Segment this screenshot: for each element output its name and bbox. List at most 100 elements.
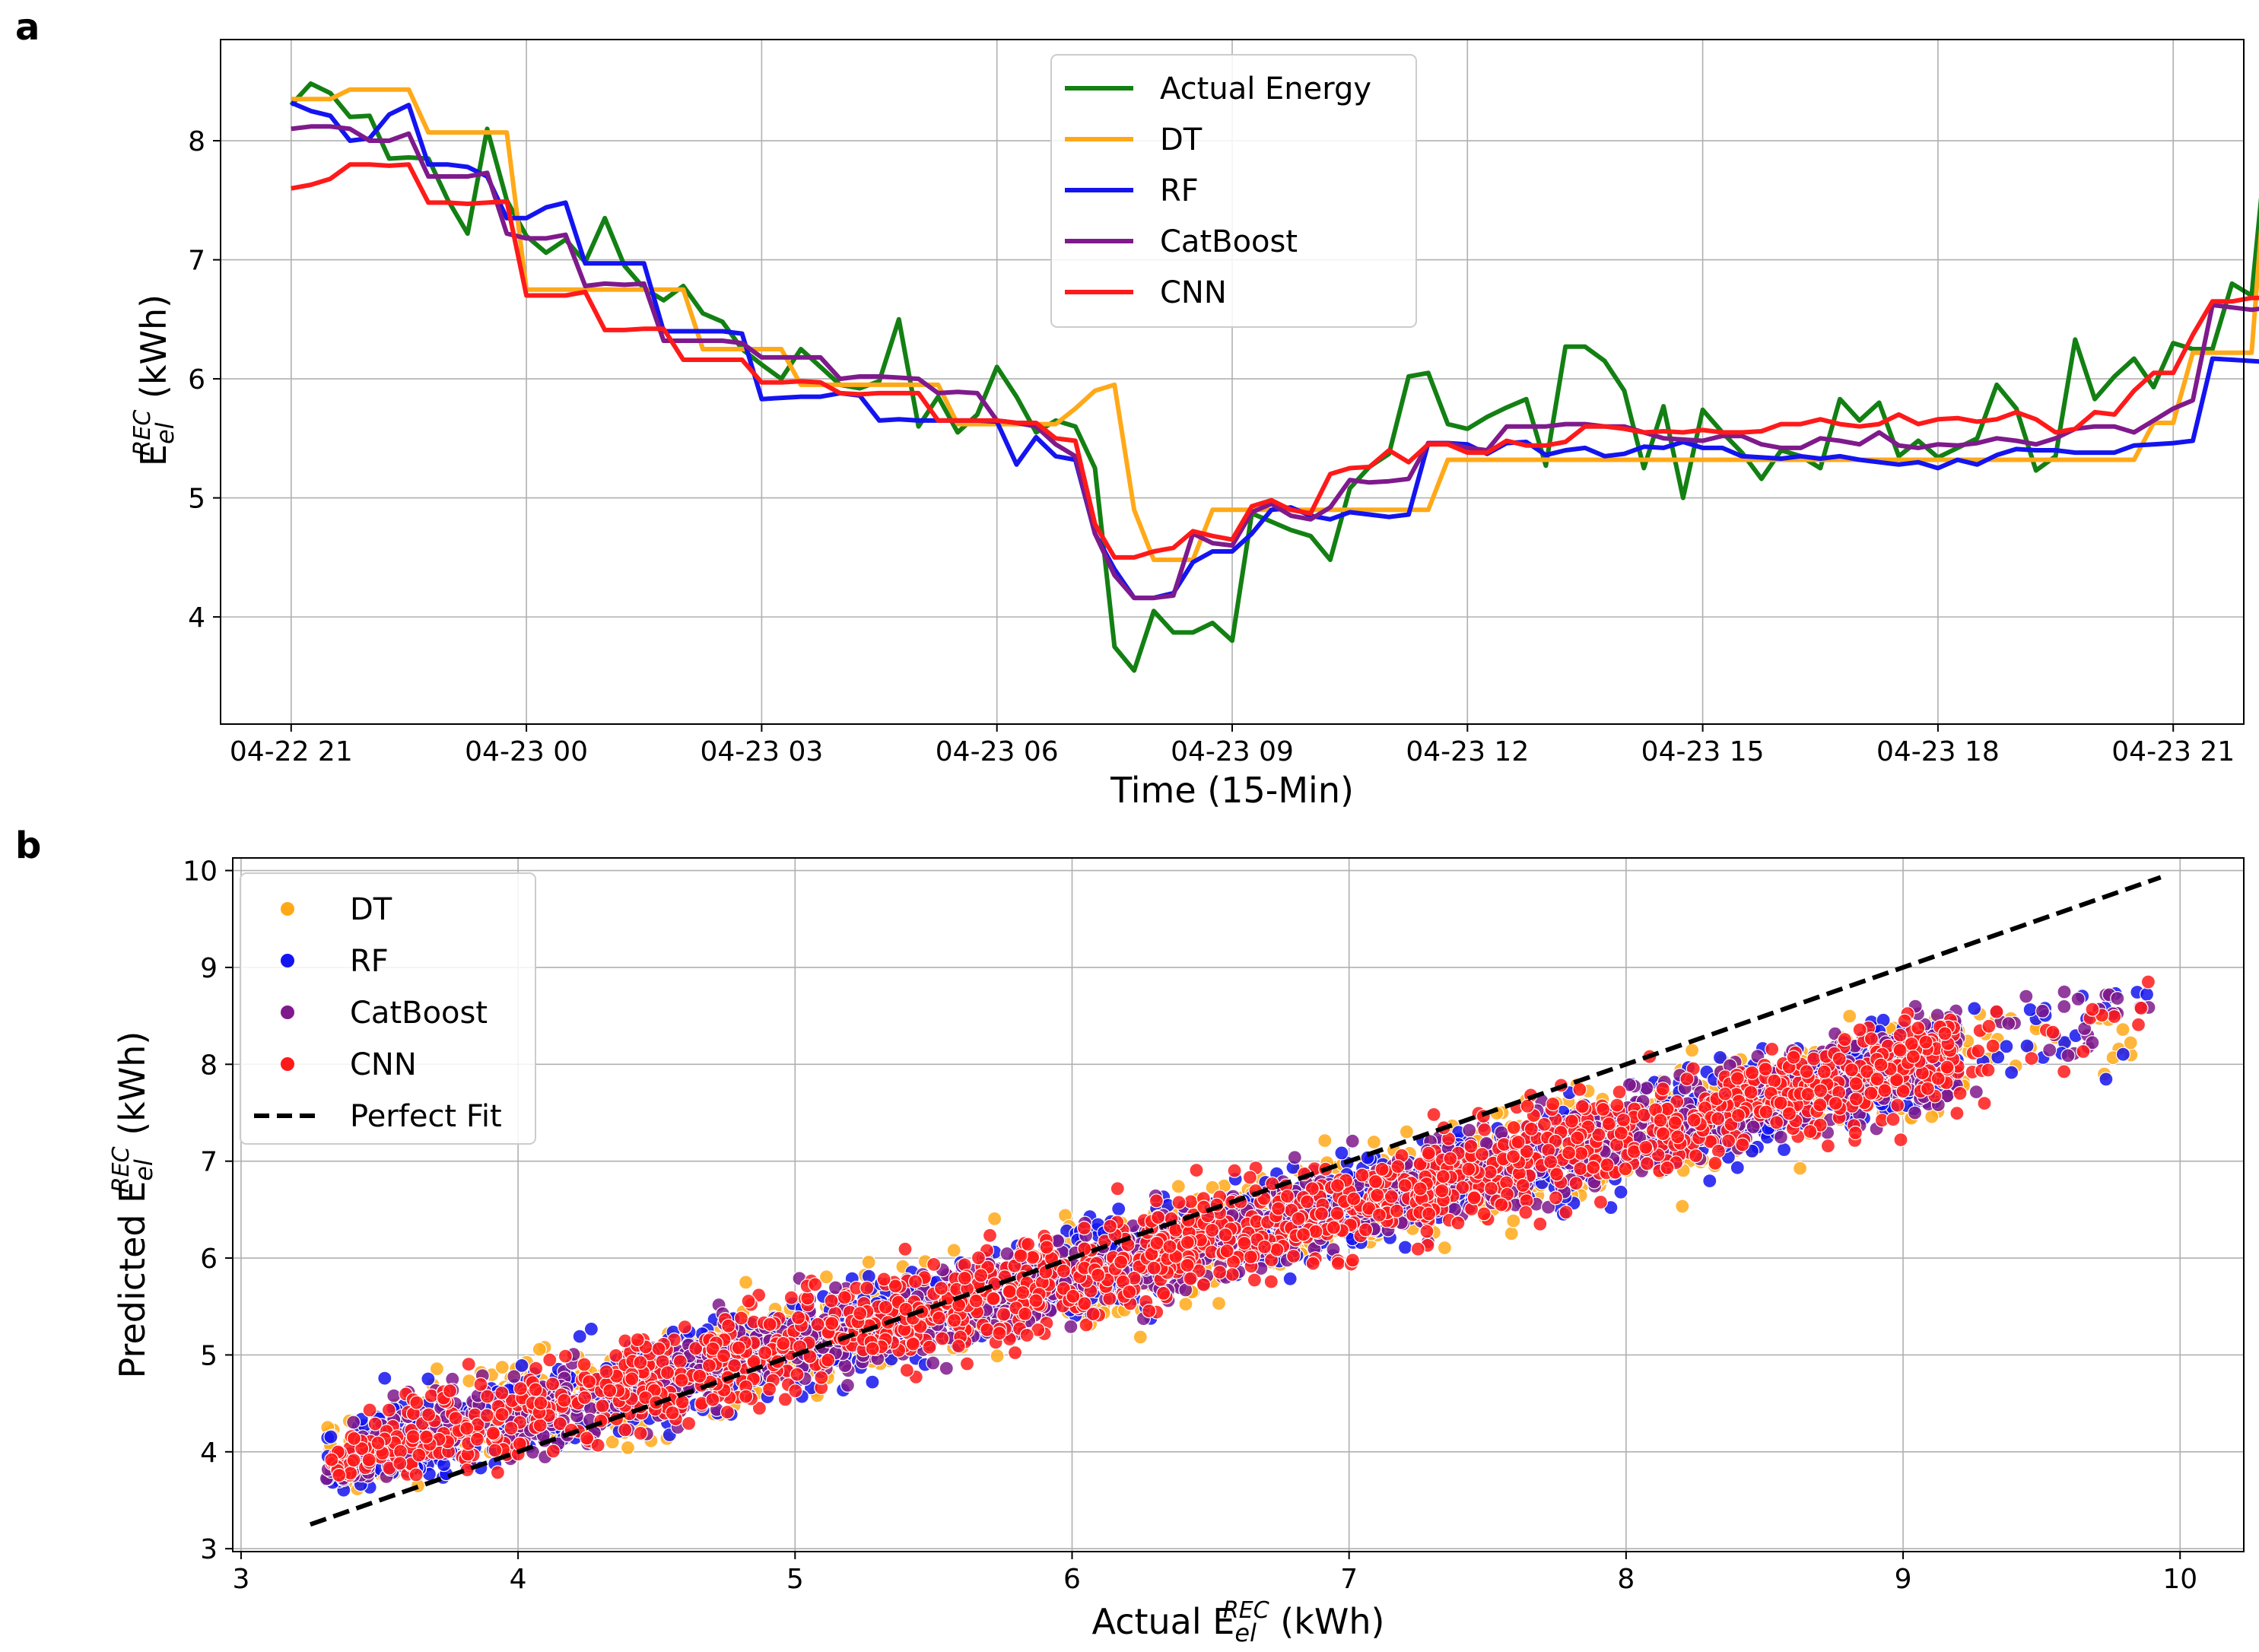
scatter-point	[1437, 1240, 1453, 1256]
x-tick-label: 04-23 06	[936, 736, 1059, 767]
scatter-point	[1285, 1248, 1301, 1264]
scatter-point	[738, 1275, 754, 1290]
scatter-point	[1462, 1123, 1477, 1138]
scatter-point	[2019, 1038, 2035, 1053]
scatter-point	[2024, 1050, 2039, 1066]
scatter-point	[1746, 1120, 1761, 1135]
scatter-point	[926, 1355, 941, 1371]
scatter-point	[2057, 999, 2072, 1015]
scatter-point	[861, 1254, 876, 1270]
scatter-point	[2019, 989, 2034, 1004]
scatter-point	[620, 1440, 636, 1456]
scatter-point	[1777, 1142, 1792, 1158]
scatter-point	[1773, 1129, 1788, 1145]
scatter-point	[583, 1321, 599, 1337]
scatter-point	[377, 1371, 392, 1386]
scatter-point	[2123, 1035, 2138, 1050]
scatter-point	[494, 1359, 510, 1375]
scatter-point	[751, 1400, 767, 1416]
scatter-point	[828, 1280, 844, 1295]
scatter-point	[1282, 1271, 1298, 1286]
panel-a-x-ticks: 04-22 21 04-23 00 04-23 03 04-23 06 04-23 09…	[230, 724, 2235, 767]
scatter-point	[2085, 1035, 2100, 1050]
scatter-point	[1949, 1106, 1965, 1121]
scatter-point	[1063, 1319, 1079, 1334]
scatter-point	[1622, 1077, 1637, 1092]
panel-a-letter: a	[15, 6, 40, 49]
scatter-point	[2110, 990, 2125, 1006]
series-line-cnn	[291, 162, 2259, 560]
x-tick-label: 04-23 09	[1171, 736, 1294, 767]
scatter-point	[1102, 1291, 1117, 1307]
scatter-point	[1133, 1330, 1148, 1345]
panel-b-letter: b	[15, 824, 41, 867]
scatter-point	[672, 1354, 688, 1369]
scatter-point	[1304, 1181, 1320, 1196]
scatter-point	[1675, 1199, 1690, 1214]
x-tick-label: 04-23 18	[1876, 736, 2000, 767]
y-tick-label: 8	[188, 126, 205, 157]
scatter-point	[999, 1246, 1015, 1262]
x-tick-label: 04-23 15	[1641, 736, 1765, 767]
scatter-point	[2042, 1042, 2057, 1058]
scatter-series-cnn	[324, 974, 2156, 1483]
panel-a-y-axis-label: EelREC (kWh)	[129, 294, 180, 466]
x-tick-label: 04-23 00	[465, 736, 588, 767]
scatter-point	[818, 1269, 834, 1285]
scatter-point	[939, 1361, 954, 1376]
scatter-point	[1171, 1179, 1186, 1194]
scatter-point	[1639, 1080, 1654, 1096]
scatter-point	[1572, 1082, 1587, 1098]
scatter-point	[507, 1369, 522, 1384]
scatter-point	[1806, 1051, 1822, 1066]
scatter-point	[1952, 1085, 1968, 1101]
scatter-point	[2139, 986, 2155, 1002]
scatter-point	[2022, 1002, 2038, 1018]
scatter-point	[1287, 1150, 1302, 1165]
scatter-point	[865, 1374, 880, 1390]
scatter-point	[1366, 1134, 1382, 1150]
series-line-catboost	[291, 124, 2259, 601]
scatter-point	[1399, 1124, 1415, 1139]
panel-b-points	[319, 974, 2156, 1498]
scatter-point	[1334, 1145, 1349, 1161]
scatter-point	[1612, 1085, 1627, 1100]
legend-label: Actual Energy	[1160, 71, 1371, 106]
scatter-point	[2115, 1047, 2130, 1062]
scatter-point	[421, 1371, 436, 1387]
scatter-point	[2001, 1015, 2016, 1031]
scatter-point	[840, 1377, 856, 1393]
scatter-point	[386, 1388, 402, 1403]
scatter-point	[1111, 1201, 1126, 1217]
scatter-point	[2004, 1065, 2019, 1080]
scatter-point	[381, 1403, 396, 1418]
scatter-point	[1730, 1160, 1745, 1175]
scatter-point	[545, 1444, 561, 1459]
scatter-point	[1330, 1256, 1346, 1271]
scatter-point	[1685, 1043, 1700, 1058]
scatter-point	[2060, 1048, 2076, 1063]
scatter-point	[2107, 1009, 2122, 1025]
scatter-point	[1397, 1240, 1413, 1255]
scatter-point	[1842, 1009, 1857, 1024]
legend-label: CNN	[1160, 275, 1227, 310]
x-tick-label: 04-22 21	[230, 736, 353, 767]
scatter-point	[1985, 1038, 2000, 1053]
legend-label: RF	[1160, 173, 1199, 208]
panel-a-series	[289, 81, 2259, 673]
scatter-point	[1968, 1084, 1984, 1100]
scatter-point	[1908, 1105, 1923, 1120]
scatter-point	[837, 1358, 853, 1374]
scatter-point	[2070, 991, 2086, 1007]
y-tick-label: 6	[188, 364, 205, 396]
scatter-point	[1977, 1095, 1992, 1111]
y-tick-label: 4	[188, 602, 205, 634]
scatter-point	[987, 1211, 1002, 1227]
scatter-point	[1533, 1216, 1548, 1231]
scatter-point	[1613, 1184, 1628, 1199]
panel-a-x-axis-label: Time (15-Min)	[1110, 770, 1354, 811]
